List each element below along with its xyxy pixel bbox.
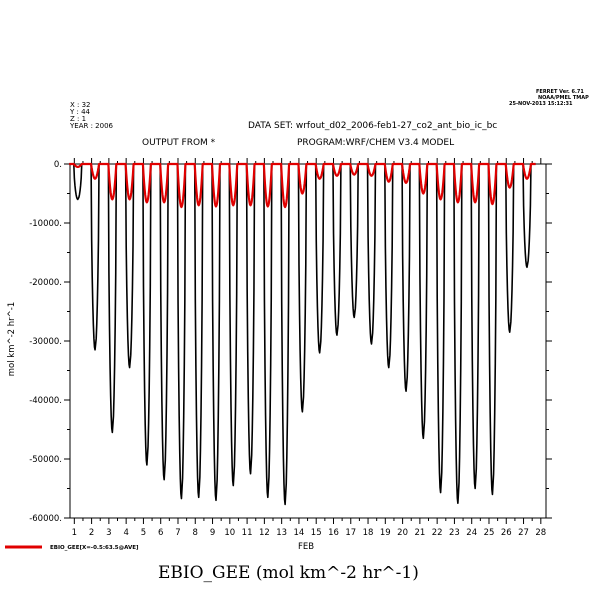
- x-tick-label: 8: [193, 528, 198, 538]
- y-axis-label: mol km^-2 hr^-1: [7, 302, 17, 377]
- series-point-line: [69, 163, 536, 506]
- y-tick-label: -10000.: [29, 219, 62, 229]
- x-tick-label: 20: [397, 528, 408, 538]
- coord-z: Z : 1: [70, 115, 87, 123]
- ferret-org: NOAA/PMEL TMAP: [538, 95, 589, 101]
- coord-year: YEAR : 2006: [70, 122, 113, 130]
- x-tick-label: 14: [294, 528, 305, 538]
- ferret-version: FERRET Ver. 6.71: [536, 89, 584, 95]
- x-tick-label: 26: [501, 528, 512, 538]
- x-tick-label: 23: [449, 528, 460, 538]
- y-tick-label: -40000.: [29, 396, 62, 406]
- x-tick-label: 15: [311, 528, 322, 538]
- x-tick-label: 17: [345, 528, 356, 538]
- x-tick-label: 22: [432, 528, 443, 538]
- x-tick-label: 7: [175, 528, 180, 538]
- y-tick-label: -20000.: [29, 278, 62, 288]
- coord-y: Y : 44: [70, 108, 90, 116]
- x-tick-label: 6: [158, 528, 163, 538]
- x-tick-label: 2: [89, 528, 94, 538]
- legend-label: EBIO_GEE[X=-0.5:63.5@AVE]: [50, 545, 139, 551]
- x-tick-label: 1: [72, 528, 77, 538]
- x-tick-label: 16: [328, 528, 339, 538]
- ferret-date: 25-NOV-2013 15:12:31: [509, 101, 573, 107]
- x-tick-label: 9: [210, 528, 215, 538]
- y-tick-label: -30000.: [29, 337, 62, 347]
- coord-x: X : 32: [70, 101, 91, 109]
- output-from-label: OUTPUT FROM *: [142, 138, 216, 148]
- x-tick-label: 24: [466, 528, 477, 538]
- x-tick-label: 5: [141, 528, 146, 538]
- x-tick-label: 27: [518, 528, 529, 538]
- y-tick-label: 0.: [54, 160, 62, 170]
- series-avg-line: [69, 162, 536, 209]
- dataset-label: DATA SET: wrfout_d02_2006-feb1-27_co2_an…: [248, 121, 498, 131]
- x-tick-label: 19: [380, 528, 391, 538]
- x-tick-label: 28: [535, 528, 546, 538]
- y-tick-label: -60000.: [29, 514, 62, 524]
- x-tick-label: 21: [414, 528, 425, 538]
- y-tick-label: -50000.: [29, 455, 62, 465]
- x-tick-label: 4: [123, 528, 128, 538]
- x-axis-label: FEB: [298, 542, 314, 552]
- x-tick-label: 10: [224, 528, 235, 538]
- x-tick-label: 25: [484, 528, 495, 538]
- x-tick-label: 11: [242, 528, 253, 538]
- x-tick-label: 3: [106, 528, 111, 538]
- x-tick-label: 12: [259, 528, 270, 538]
- x-tick-label: 13: [276, 528, 287, 538]
- x-tick-label: 18: [363, 528, 374, 538]
- bottom-title: EBIO_GEE (mol km^-2 hr^-1): [158, 563, 419, 583]
- program-label: PROGRAM:WRF/CHEM V3.4 MODEL: [297, 138, 455, 148]
